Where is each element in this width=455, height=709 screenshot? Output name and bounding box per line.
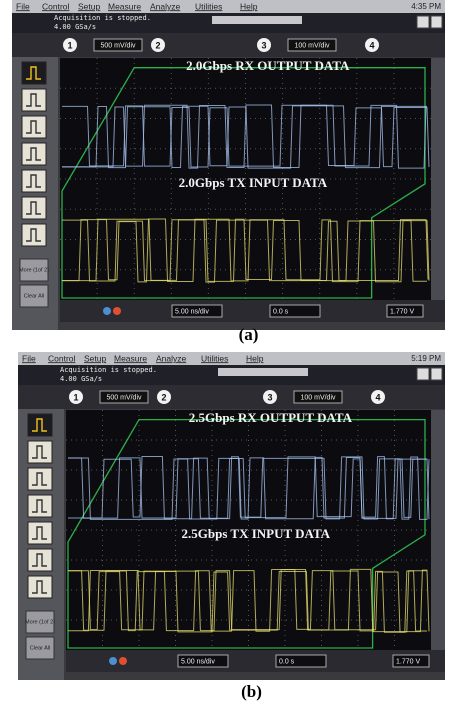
caption: (a): [239, 325, 259, 344]
window-button[interactable]: [417, 16, 429, 28]
menu-item[interactable]: Setup: [84, 353, 106, 363]
menu-bar: [18, 352, 445, 365]
control-dot[interactable]: [103, 307, 111, 315]
menu-item[interactable]: Control: [48, 353, 76, 363]
rx-label: 2.0Gbps RX OUTPUT DATA: [186, 58, 350, 73]
channel-number: 4: [375, 392, 380, 402]
channel-number: 2: [161, 392, 166, 402]
rx-label: 2.5Gbps RX OUTPUT DATA: [189, 410, 353, 425]
channel-scale: 100 mV/div: [300, 394, 336, 401]
toolbar-button[interactable]: [28, 549, 52, 571]
scrollbar: [431, 58, 445, 300]
channel-scale: 500 mV/div: [100, 42, 136, 49]
control-dot[interactable]: [113, 307, 121, 315]
clear-label: Clear All: [30, 645, 50, 651]
setting-value: 0.0 s: [273, 308, 289, 315]
toolbar-button[interactable]: [28, 522, 52, 544]
sample-rate: 4.00 GSa/s: [60, 375, 102, 383]
sample-rate: 4.00 GSa/s: [54, 23, 96, 31]
menu-item[interactable]: Measure: [114, 353, 147, 363]
more-label: More (1of 2): [19, 267, 49, 273]
toolbar-button[interactable]: [28, 468, 52, 490]
clock: 4:35 PM: [411, 2, 441, 11]
setting-value: 5.00 ns/div: [181, 658, 215, 665]
window-button[interactable]: [431, 368, 442, 380]
oscilloscope-screen: File Control Setup Measure Analyze Utilities H…: [18, 352, 445, 701]
channel-number: 3: [261, 40, 266, 50]
menu-item[interactable]: Utilities: [195, 1, 222, 11]
toolbar-button[interactable]: [28, 495, 52, 517]
setting-value: 1.770 V: [396, 658, 420, 665]
caption: (b): [241, 682, 262, 701]
toolbar-button[interactable]: [28, 576, 52, 598]
channel-number: 2: [155, 40, 160, 50]
control-dot[interactable]: [119, 657, 127, 665]
channel-scale: 100 mV/div: [294, 42, 330, 49]
menu-item[interactable]: Analyze: [150, 1, 181, 11]
channel-number: 4: [369, 40, 374, 50]
run-indicator-strip: [212, 16, 302, 24]
menu-item[interactable]: Analyze: [156, 353, 187, 363]
control-dot[interactable]: [109, 657, 117, 665]
toolbar-button[interactable]: [22, 89, 46, 111]
toolbar-button[interactable]: [22, 197, 46, 219]
screenshot: File Control Setup Measure Analyze Utilities H…: [0, 0, 455, 709]
status-text: Acquisition is stopped.: [54, 14, 151, 22]
menu-item[interactable]: File: [22, 353, 36, 363]
channel-number: 1: [67, 40, 72, 50]
setting-value: 1.770 V: [390, 308, 414, 315]
toolbar-button[interactable]: [22, 143, 46, 165]
more-label: More (1of 2): [25, 619, 55, 625]
channel-number: 1: [73, 392, 78, 402]
menu-bar: [12, 0, 445, 13]
menu-item[interactable]: Control: [42, 1, 70, 11]
tx-label: 2.5Gbps TX INPUT DATA: [182, 526, 331, 541]
scrollbar: [431, 410, 445, 650]
run-indicator-strip: [218, 368, 308, 376]
clear-label: Clear All: [24, 293, 44, 299]
window-button[interactable]: [431, 16, 442, 28]
toolbar-button[interactable]: [22, 170, 46, 192]
menu-item[interactable]: File: [16, 1, 30, 11]
page: File Control Setup Measure Analyze Utilities H…: [0, 0, 455, 709]
toolbar-button[interactable]: [22, 116, 46, 138]
channel-scale: 500 mV/div: [106, 394, 142, 401]
window-button[interactable]: [417, 368, 429, 380]
toolbar-button[interactable]: [22, 62, 46, 84]
toolbar-button[interactable]: [28, 441, 52, 463]
menu-item[interactable]: Help: [246, 353, 264, 363]
clock: 5:19 PM: [411, 354, 441, 363]
channel-number: 3: [267, 392, 272, 402]
menu-item[interactable]: Measure: [108, 1, 141, 11]
menu-item[interactable]: Help: [240, 1, 258, 11]
toolbar-button[interactable]: [28, 414, 52, 436]
toolbar-button[interactable]: [22, 224, 46, 246]
setting-value: 5.00 ns/div: [175, 308, 209, 315]
tx-label: 2.0Gbps TX INPUT DATA: [179, 175, 328, 190]
setting-value: 0.0 s: [279, 658, 295, 665]
oscilloscope-screen: File Control Setup Measure Analyze Utilities H…: [12, 0, 445, 344]
menu-item[interactable]: Setup: [78, 1, 100, 11]
menu-item[interactable]: Utilities: [201, 353, 228, 363]
status-text: Acquisition is stopped.: [60, 366, 157, 374]
